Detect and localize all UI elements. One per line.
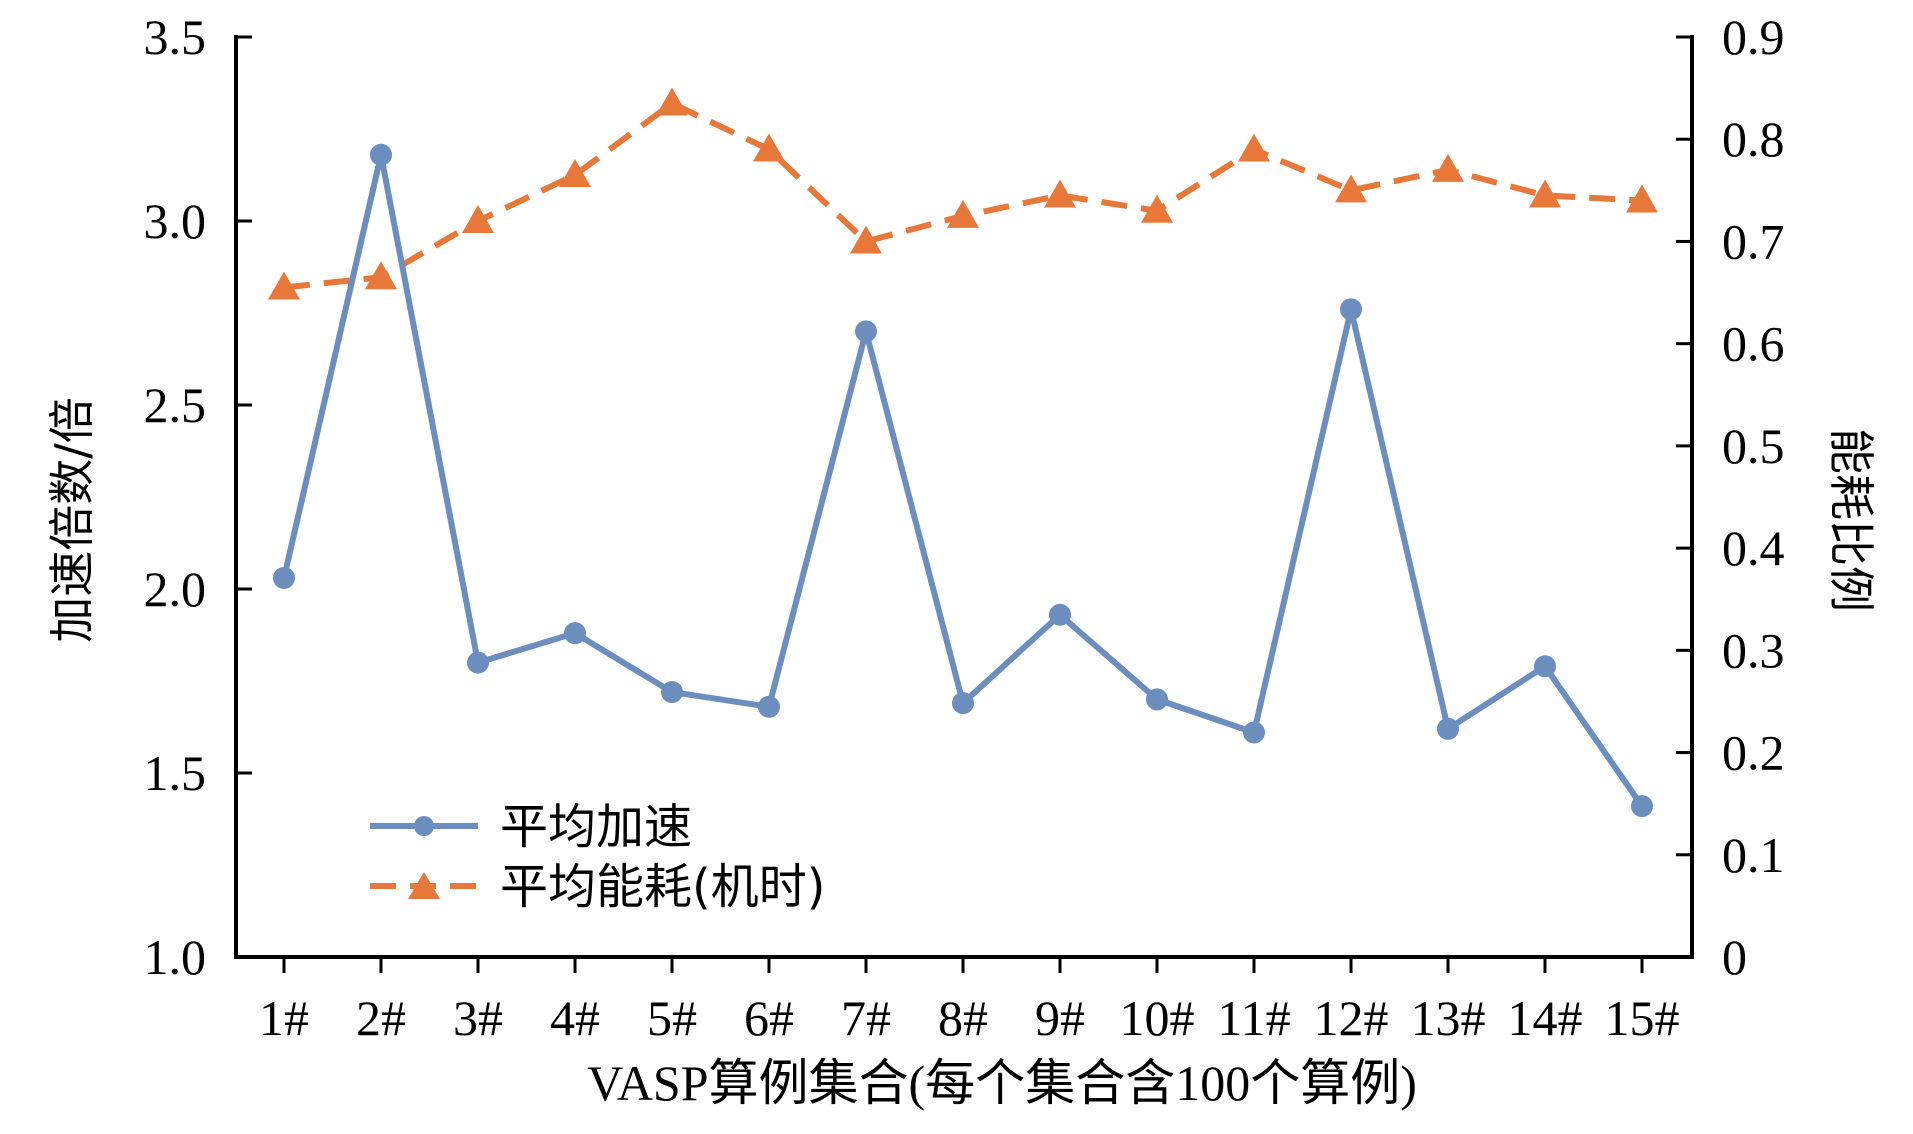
x-tick-label: 15# <box>1605 990 1680 1046</box>
energy-point <box>268 271 300 300</box>
energy-point <box>1529 179 1561 208</box>
left-y-tick-label: 2.0 <box>144 561 207 617</box>
right-y-tick-label: 0.8 <box>1722 111 1785 167</box>
legend-energy-marker <box>408 872 440 899</box>
energy-point <box>947 199 979 228</box>
right-y-tick-label: 0 <box>1722 929 1747 985</box>
right-y-ticks: 0 0.1 0.2 0.3 0.4 0.5 0.6 0.7 0.8 0.9 <box>1676 9 1785 985</box>
right-y-tick-label: 0.5 <box>1722 418 1785 474</box>
left-y-ticks: 1.0 1.5 2.0 2.5 3.0 3.5 <box>144 9 252 985</box>
legend-speedup-marker <box>414 816 434 836</box>
speedup-point <box>758 695 780 718</box>
energy-point <box>1432 153 1464 182</box>
x-tick-label: 7# <box>841 990 891 1046</box>
y2-axis-title: 能耗比例 <box>1824 428 1878 612</box>
speedup-point <box>1340 298 1362 321</box>
x-tick-label: 11# <box>1217 990 1290 1046</box>
energy-series-line <box>283 100 1643 291</box>
x-tick-label: 8# <box>938 990 988 1046</box>
energy-point <box>850 225 882 254</box>
left-y-tick-label: 1.5 <box>144 745 207 801</box>
series-layer <box>268 87 1658 818</box>
speedup-point <box>1146 688 1168 711</box>
x-tick-label: 13# <box>1411 990 1486 1046</box>
x-tick-label: 9# <box>1035 990 1085 1046</box>
x-tick-label: 14# <box>1508 990 1583 1046</box>
speedup-point <box>564 622 586 645</box>
energy-point <box>1141 194 1173 223</box>
speedup-point <box>855 320 877 343</box>
energy-point <box>753 133 785 162</box>
speedup-point <box>952 692 974 715</box>
x-tick-label: 1# <box>259 990 309 1046</box>
right-y-tick-label: 0.7 <box>1722 213 1785 269</box>
right-y-tick-label: 0.1 <box>1722 827 1785 883</box>
energy-point <box>1238 133 1270 162</box>
right-y-tick-label: 0.4 <box>1722 520 1785 576</box>
legend: 平均加速 平均能耗(机时) <box>370 799 825 915</box>
energy-point <box>559 159 591 187</box>
x-tick-label: 2# <box>356 990 406 1046</box>
x-tick-label: 5# <box>647 990 697 1046</box>
speedup-point <box>273 566 295 589</box>
x-tick-label: 3# <box>453 990 503 1046</box>
right-y-tick-label: 0.2 <box>1722 725 1785 781</box>
left-y-tick-label: 1.0 <box>144 929 207 985</box>
x-ticks: 1# 2# 3# 4# 5# 6# 7# 8# 9# 10# 11# 12# 13# 14# 15# <box>259 957 1680 1046</box>
y-axis-title: 加速倍数/倍 <box>45 397 99 643</box>
speedup-point <box>467 651 489 674</box>
x-tick-label: 6# <box>744 990 794 1046</box>
speedup-point <box>1437 717 1459 740</box>
left-y-tick-label: 3.0 <box>144 193 207 249</box>
x-tick-label: 12# <box>1314 990 1389 1046</box>
energy-point <box>1626 184 1658 213</box>
speedup-point <box>1049 603 1071 626</box>
x-tick-label: 10# <box>1120 990 1195 1046</box>
legend-speedup-label: 平均加速 <box>500 799 692 855</box>
speedup-point <box>661 681 683 704</box>
speedup-point <box>1631 795 1653 818</box>
energy-point <box>1335 174 1367 203</box>
x-axis-title: VASP算例集合(每个集合含100个算例) <box>587 1055 1417 1111</box>
x-tick-label: 4# <box>550 990 600 1046</box>
legend-energy-label: 平均能耗(机时) <box>500 859 825 915</box>
speedup-point <box>1534 655 1556 678</box>
left-y-tick-label: 3.5 <box>144 9 207 65</box>
energy-point <box>365 261 397 290</box>
speedup-point <box>370 143 392 166</box>
right-y-tick-label: 0.9 <box>1722 9 1785 65</box>
energy-point <box>1044 179 1076 208</box>
right-y-tick-label: 0.6 <box>1722 316 1785 372</box>
left-y-tick-label: 2.5 <box>144 377 207 433</box>
speedup-point <box>1243 721 1265 744</box>
energy-point <box>656 87 688 116</box>
energy-point <box>462 205 494 233</box>
right-y-tick-label: 0.3 <box>1722 622 1785 678</box>
